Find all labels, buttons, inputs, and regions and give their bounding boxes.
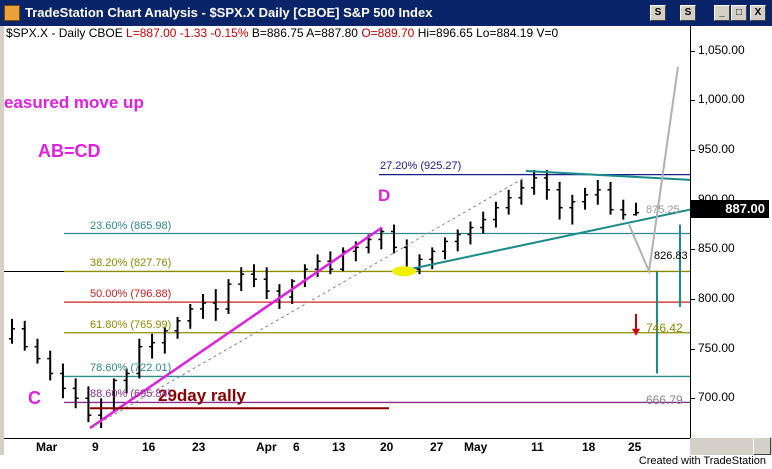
fib-level-label: 61.80% (765.99) (90, 318, 172, 331)
point-c-label: C (28, 388, 41, 408)
last-price-marker: 887.00 (691, 200, 769, 218)
price-tick-mark (690, 100, 695, 102)
window-border (0, 26, 4, 458)
symbol-name: $SPX.X - Daily CBOE (6, 26, 123, 40)
fib-level-label: 50.00% (796.88) (90, 288, 172, 301)
bid-value: B=886.75 (251, 26, 304, 40)
projection-label: 666.79 (646, 393, 683, 407)
abcd-leg (89, 226, 383, 430)
price-tick-mark (690, 50, 695, 52)
abcd-label: AB=CD (38, 141, 101, 161)
window-title: TradeStation Chart Analysis - $SPX.X Dai… (25, 5, 433, 20)
scroll-menu-button[interactable]: S (650, 5, 666, 21)
ask-value: A=887.80 (306, 26, 358, 40)
date-tick-label: 25 (628, 440, 642, 454)
change-percent: -0.15% (210, 26, 249, 40)
fib-level-label: 38.20% (827.76) (90, 257, 172, 270)
date-tick-label: 9 (92, 440, 99, 454)
price-axis[interactable] (690, 26, 772, 438)
price-tick-mark (690, 398, 695, 400)
date-tick-label: Mar (36, 440, 58, 454)
title-bar[interactable]: TradeStation Chart Analysis - $SPX.X Dai… (0, 0, 772, 26)
projection-path (628, 66, 679, 275)
projection-label: 826.83 (654, 250, 688, 262)
price-tick-mark (690, 150, 695, 152)
date-tick-label: 16 (142, 440, 156, 454)
high-value: Hi=896.65 (417, 26, 473, 40)
trend-line (525, 169, 691, 181)
symbol-info-line: $SPX.X - Daily CBOE L=887.00 -1.33 -0.15… (6, 26, 558, 40)
last-price-value: L=887.00 (126, 26, 177, 40)
maximize-button[interactable]: □ (731, 5, 747, 21)
channel-line (93, 177, 525, 427)
price-tick-mark (690, 299, 695, 300)
date-tick-label: 23 (192, 440, 206, 454)
date-tick-label: 20 (380, 440, 394, 454)
chart-plot-area[interactable] (4, 26, 691, 438)
trend-line (399, 208, 691, 273)
price-tick-mark (690, 348, 695, 350)
price-tick-mark (690, 249, 695, 251)
price-tick-label: 1,000.00 (698, 92, 745, 107)
open-value: O=889.70 (361, 26, 415, 40)
date-tick-label: 11 (531, 440, 544, 454)
date-tick-label: 27 (430, 440, 444, 454)
point-d-label: D (378, 186, 391, 205)
price-tick-label: 750.00 (698, 340, 735, 355)
date-axis[interactable] (4, 438, 690, 458)
date-tick-label: 18 (582, 440, 596, 454)
date-tick-label: 6 (293, 440, 300, 454)
change-value: -1.33 (179, 26, 208, 40)
resize-grip[interactable] (753, 437, 771, 455)
volume-value: V=0 (536, 26, 559, 40)
price-tick-label: 950.00 (698, 142, 735, 157)
low-value: Lo=884.19 (476, 26, 534, 40)
date-tick-label: Apr (256, 440, 277, 454)
price-tick-label: 1,050.00 (698, 42, 745, 57)
measured-move-label: easured move up (4, 93, 144, 112)
date-tick-label: 13 (332, 440, 346, 454)
price-tick-label: 800.00 (698, 291, 735, 305)
fib-level-label: 78.60% (722.01) (90, 362, 172, 375)
price-chart[interactable] (4, 26, 691, 438)
rally-label: 29day rally (158, 386, 246, 405)
projection-label: 746.42 (646, 321, 683, 335)
fib-top-label: 27.20% (925.27) (380, 160, 462, 172)
close-button[interactable]: X (750, 5, 766, 21)
footer-credit: Created with TradeStation (638, 455, 766, 467)
footer: Created with TradeStation (0, 455, 772, 469)
app-icon (4, 5, 20, 21)
price-tick-label: 850.00 (698, 241, 735, 256)
arrow-down-icon (632, 328, 640, 336)
fib-level-label: 23.60% (865.98) (90, 219, 172, 232)
highlight-ellipse (392, 266, 416, 277)
minimize-button[interactable]: _ (714, 5, 730, 21)
date-tick-label: May (464, 440, 488, 454)
projection-label: 875.25 (646, 204, 680, 216)
nav-menu-button[interactable]: S (680, 5, 696, 21)
fib-level-label: 88.60% (695.84) (90, 388, 172, 401)
price-tick-label: 700.00 (698, 390, 735, 405)
